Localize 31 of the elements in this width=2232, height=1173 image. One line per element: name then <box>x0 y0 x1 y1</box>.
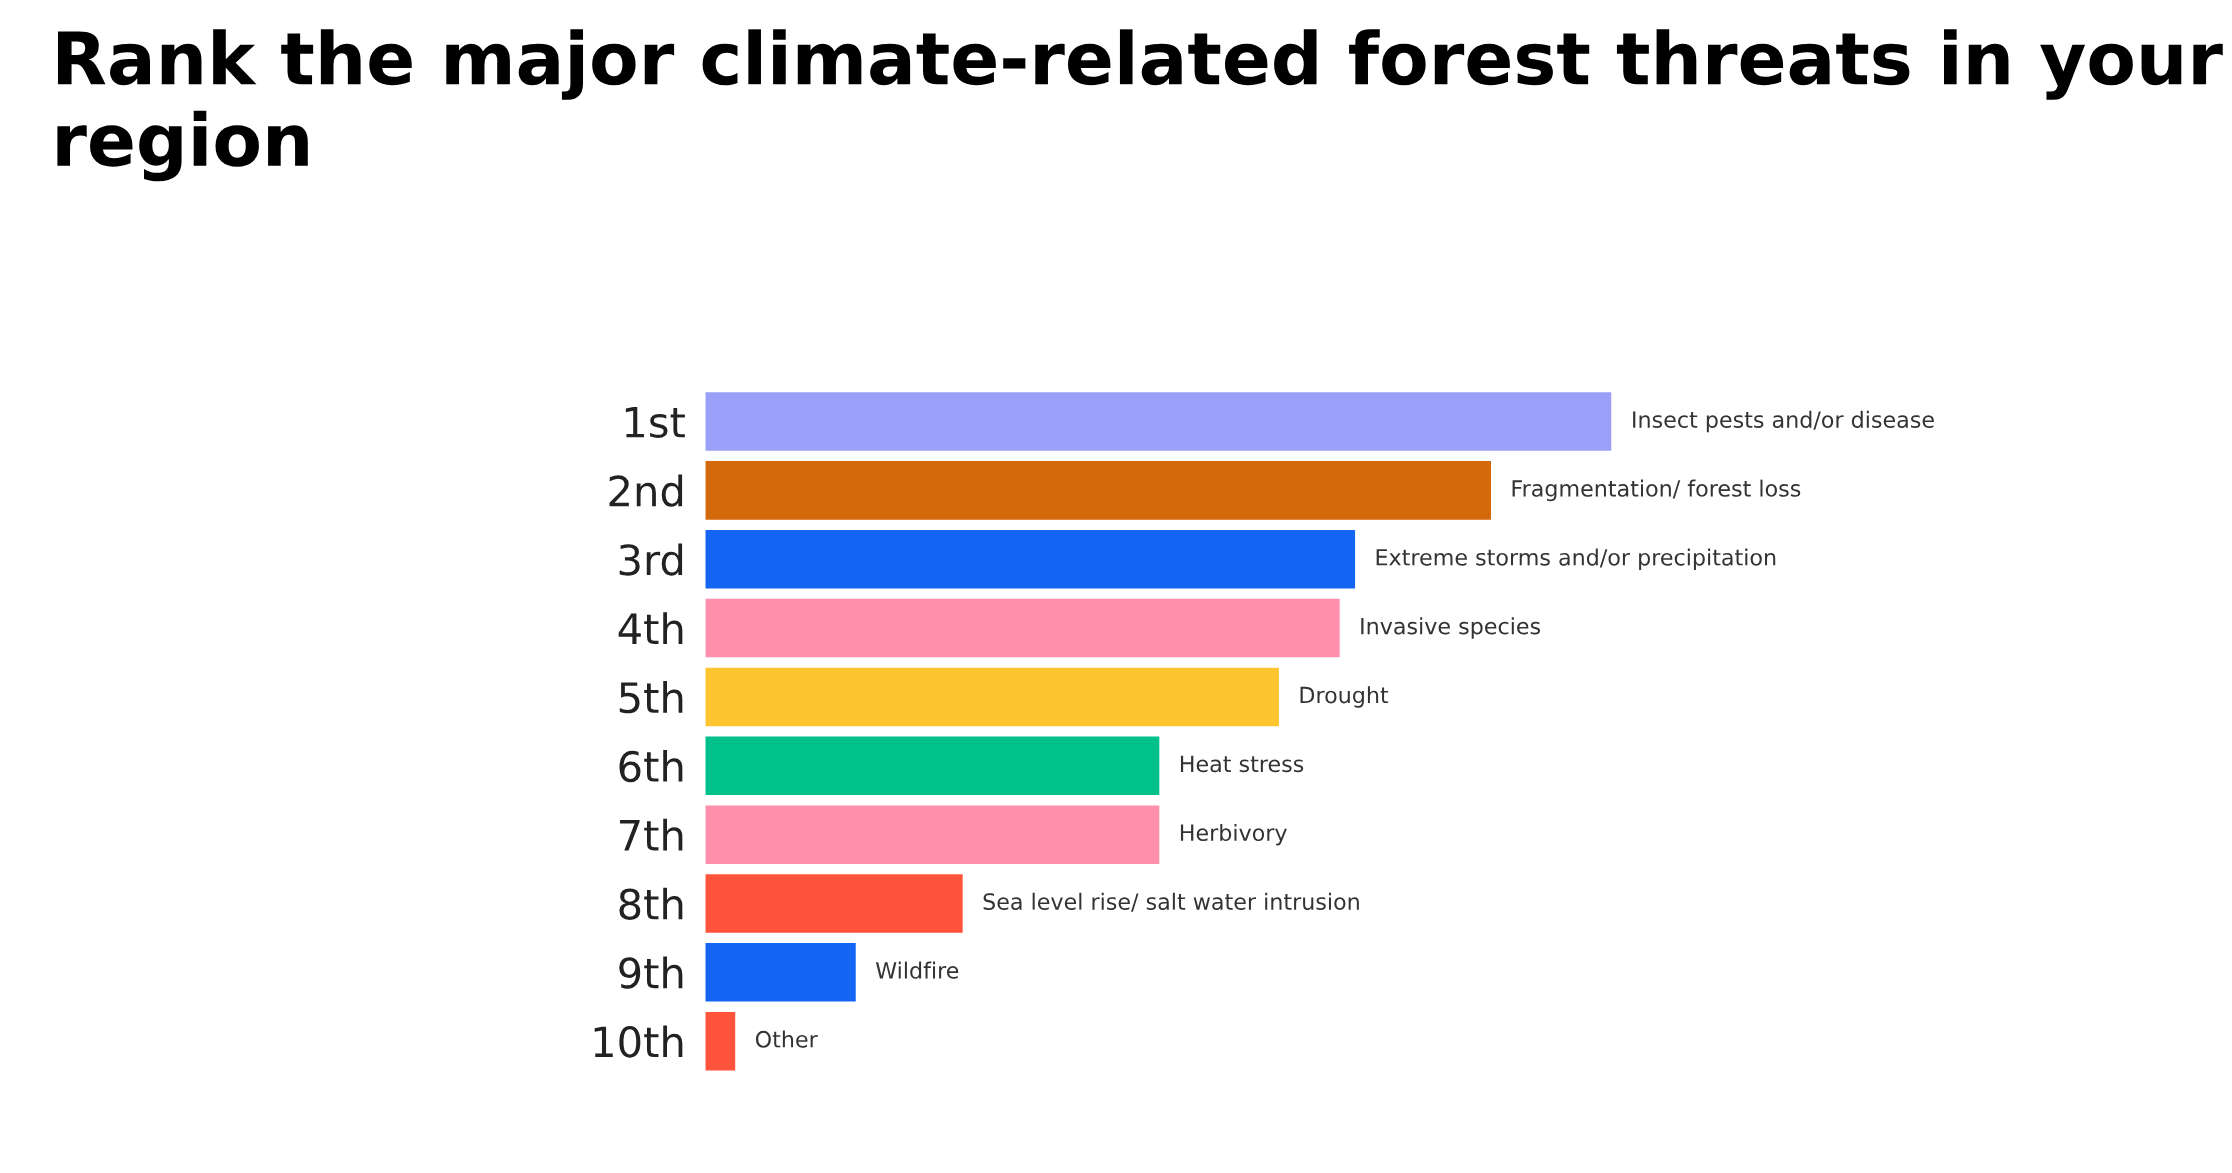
annotation: Wildfire <box>875 961 959 979</box>
y-tick-label: 6th <box>619 749 683 783</box>
bar <box>705 529 1356 589</box>
bar <box>705 943 856 1002</box>
bar <box>705 736 1160 796</box>
annotation: Extreme storms and/or precipitation <box>1376 548 1776 570</box>
annotation: Drought <box>1300 686 1389 708</box>
bar <box>705 392 1612 451</box>
bar <box>705 461 1491 520</box>
annotation: Heat stress <box>1180 755 1304 773</box>
y-tick-label: 9th <box>619 956 683 989</box>
y-tick-label: 3rd <box>619 543 683 576</box>
bar <box>705 667 1279 727</box>
bar <box>705 1011 736 1071</box>
annotation: Other <box>755 1030 818 1048</box>
y-tick-label: 5th <box>619 681 683 714</box>
y-tick-label: 10th <box>594 1025 683 1058</box>
annotation: Fragmentation/ forest loss <box>1512 479 1801 502</box>
bar <box>705 805 1160 864</box>
bar <box>705 598 1340 658</box>
bar <box>705 874 963 933</box>
y-tick-label: 8th <box>619 887 683 920</box>
annotation: Invasive species <box>1361 617 1541 639</box>
chart-title: Rank the major climate-related forest threats in your region <box>57 29 2223 182</box>
annotation: Sea level rise/ salt water intrusion <box>983 892 1359 912</box>
y-tick-label: 4th <box>618 612 683 644</box>
y-tick-label: 7th <box>620 818 683 851</box>
annotation: Herbivory <box>1180 823 1287 846</box>
annotation: Insect pests and/or disease <box>1633 410 1934 433</box>
y-tick-label: 2nd <box>609 474 683 507</box>
y-tick-label: 1st <box>625 406 685 438</box>
